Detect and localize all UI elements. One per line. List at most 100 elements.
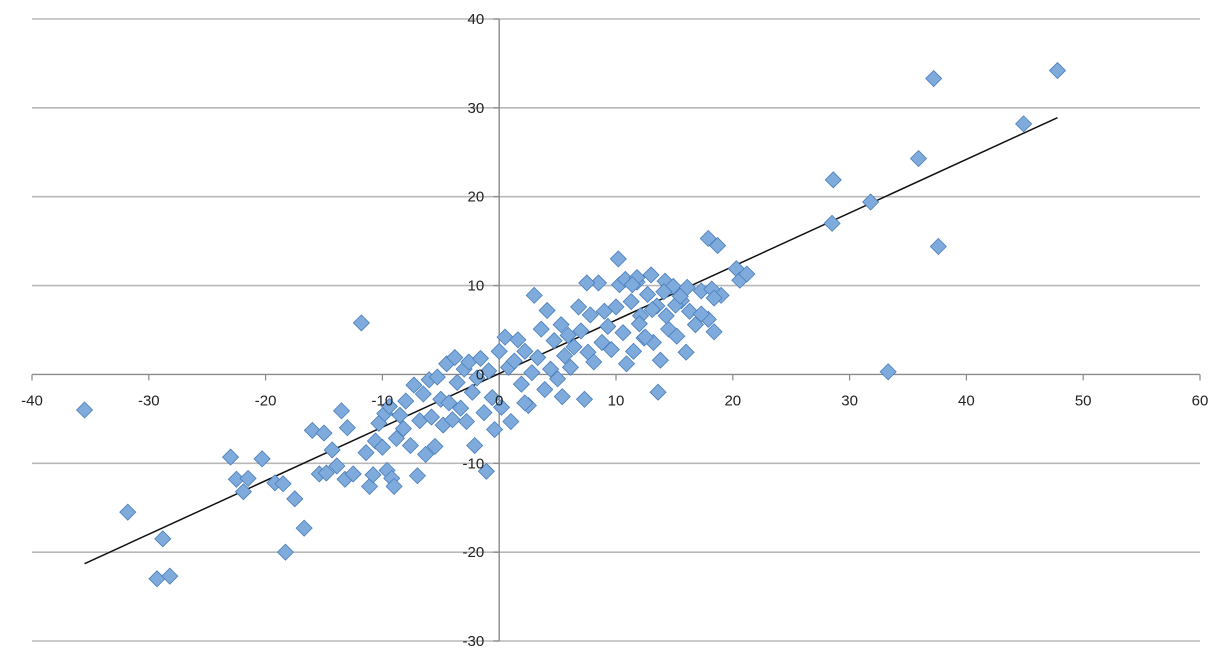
- data-point: [380, 397, 398, 415]
- x-tick-label: 40: [958, 392, 975, 409]
- data-point: [581, 306, 599, 324]
- data-point: [364, 466, 382, 484]
- data-point: [303, 421, 321, 439]
- data-point: [161, 567, 179, 585]
- data-point: [599, 317, 617, 336]
- x-tick-label: 0: [495, 392, 503, 409]
- data-point: [440, 394, 458, 412]
- data-points: [75, 61, 1067, 588]
- data-point: [295, 519, 313, 537]
- data-point: [405, 376, 423, 394]
- data-point: [485, 420, 504, 439]
- data-point: [414, 385, 432, 403]
- data-point: [352, 314, 370, 332]
- data-point: [572, 322, 590, 340]
- data-point: [909, 149, 928, 168]
- data-point: [862, 193, 880, 211]
- x-tick-label: 60: [1192, 392, 1209, 409]
- data-point: [502, 412, 520, 431]
- y-tick-label: -30: [463, 633, 485, 650]
- data-point: [446, 348, 464, 367]
- x-tick-label: 20: [724, 392, 741, 409]
- data-point: [643, 300, 661, 319]
- data-point: [561, 358, 580, 376]
- data-point: [317, 464, 335, 482]
- data-point: [925, 69, 943, 88]
- data-point: [559, 326, 577, 344]
- x-tick-label: -40: [21, 392, 43, 409]
- data-point: [387, 429, 405, 447]
- data-point: [709, 237, 727, 255]
- data-point: [538, 301, 556, 320]
- data-point: [483, 388, 501, 407]
- data-point: [286, 490, 304, 508]
- data-point: [623, 276, 641, 294]
- data-point: [463, 383, 481, 401]
- data-point: [408, 467, 427, 485]
- data-point: [678, 278, 696, 296]
- data-point: [525, 286, 543, 304]
- data-point: [397, 392, 415, 410]
- data-point: [428, 368, 446, 386]
- data-point: [738, 265, 756, 283]
- data-point: [344, 465, 362, 483]
- data-point: [657, 307, 675, 325]
- data-point: [391, 406, 409, 424]
- gridlines: [32, 18, 1200, 642]
- data-point: [681, 302, 699, 320]
- x-tick-label: -30: [138, 392, 160, 409]
- data-point: [638, 285, 657, 304]
- x-tick-label: -10: [372, 392, 394, 409]
- tick-labels: -40 -30 -20 -10 0 10 20 30 40 50 60 -30 -20 -10 0 10 20 3…: [21, 11, 1208, 650]
- data-point: [457, 412, 476, 431]
- y-tick-label: -10: [463, 455, 485, 472]
- data-point: [509, 331, 527, 349]
- data-point: [516, 394, 534, 412]
- data-point: [385, 477, 403, 495]
- data-point: [677, 343, 695, 361]
- x-tick-label: 50: [1075, 392, 1092, 409]
- data-point: [570, 298, 588, 316]
- data-point: [636, 328, 654, 346]
- data-point: [75, 401, 94, 419]
- data-point: [332, 402, 351, 420]
- data-point: [417, 445, 435, 463]
- data-point: [315, 424, 333, 442]
- data-point: [475, 404, 493, 422]
- data-point: [614, 324, 632, 342]
- data-point: [373, 438, 391, 456]
- data-point: [466, 436, 484, 455]
- data-point: [651, 351, 669, 369]
- data-point: [1048, 61, 1067, 80]
- y-tick-label: 40: [468, 11, 485, 28]
- data-point: [553, 388, 571, 406]
- data-point: [328, 457, 346, 475]
- data-point: [823, 214, 841, 232]
- data-point: [274, 475, 292, 493]
- data-point: [624, 342, 643, 360]
- data-point: [529, 348, 547, 367]
- data-point: [323, 441, 341, 459]
- data-point: [617, 355, 636, 373]
- data-point: [642, 266, 660, 284]
- x-tick-label: 30: [841, 392, 858, 409]
- x-tick-label: 10: [608, 392, 625, 409]
- data-point: [490, 342, 508, 360]
- data-point: [154, 530, 172, 548]
- data-point: [692, 305, 710, 323]
- data-point: [549, 370, 567, 388]
- y-tick-label: 0: [476, 366, 484, 383]
- data-point: [609, 250, 627, 268]
- data-point: [705, 323, 723, 341]
- data-point: [468, 369, 486, 387]
- data-point: [565, 338, 583, 356]
- axes: [31, 18, 1201, 642]
- data-point: [477, 462, 495, 480]
- data-point: [221, 448, 240, 466]
- data-point: [401, 436, 419, 455]
- data-point: [496, 328, 514, 346]
- y-tick-label: 10: [468, 278, 485, 295]
- data-point: [471, 349, 490, 367]
- data-point: [536, 380, 554, 399]
- data-point: [505, 352, 523, 370]
